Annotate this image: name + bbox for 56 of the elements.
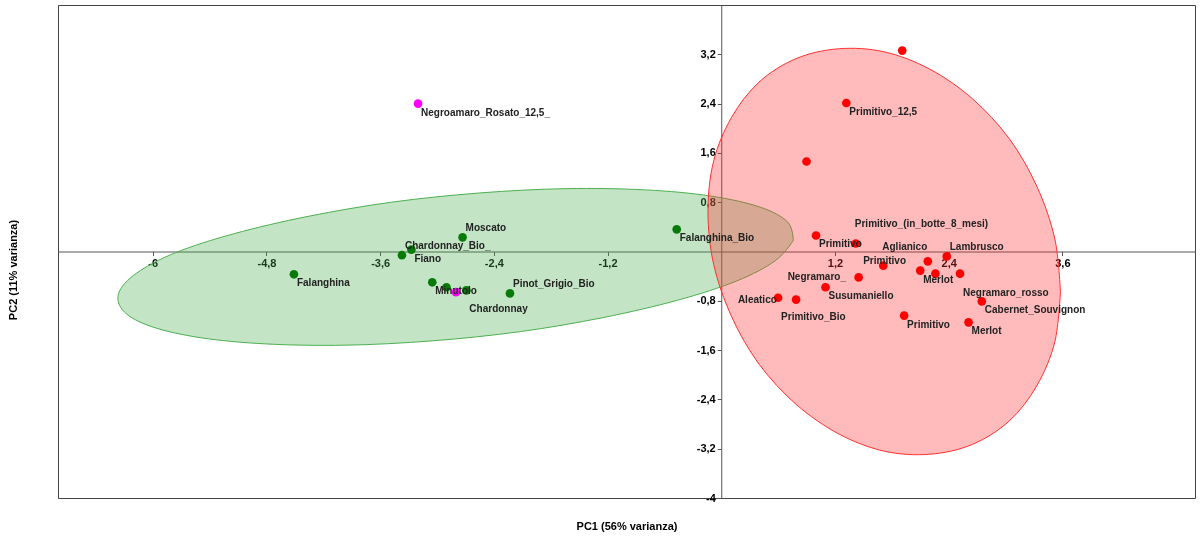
point bbox=[802, 157, 811, 166]
x-tick-label: 2,4 bbox=[941, 257, 958, 269]
annotation: Negramaro_ bbox=[787, 271, 847, 283]
annotation: Merlot bbox=[923, 273, 954, 285]
annotation: Lambrusco bbox=[949, 241, 1004, 253]
point bbox=[964, 318, 973, 327]
annotation: Primitivo_12,5 bbox=[849, 105, 918, 117]
annotation: Susumaniello bbox=[828, 290, 894, 302]
point bbox=[854, 273, 863, 282]
annotation: Chardonnay bbox=[469, 303, 529, 315]
annotation: Primitivo_Bio bbox=[781, 310, 846, 322]
x-tick-label: 1,2 bbox=[827, 257, 844, 269]
annotation: Chardonnay_Bio_ bbox=[404, 240, 491, 252]
annotation: Merlot bbox=[971, 325, 1003, 337]
y-tick-label: 1,6 bbox=[700, 146, 716, 159]
annotation: Primitivo bbox=[907, 318, 950, 330]
annotation: Aglianico bbox=[882, 240, 928, 252]
annotation: Moscato bbox=[465, 222, 507, 234]
y-axis-title: PC2 (11% varianza) bbox=[6, 219, 19, 321]
x-tick-label: -6 bbox=[148, 257, 159, 269]
annotation: Primitivo_(in_botte_8_mesi) bbox=[854, 218, 989, 230]
x-tick-label: 3,6 bbox=[1055, 257, 1071, 269]
annotation: Primitivo bbox=[863, 255, 906, 267]
annotation: Fiano bbox=[414, 252, 442, 264]
x-tick-label: -2,4 bbox=[484, 257, 505, 269]
point bbox=[397, 250, 407, 260]
annotation: Pinot_Grigio_Bio bbox=[512, 278, 595, 290]
point bbox=[821, 282, 830, 292]
annotation: Falanghina bbox=[296, 277, 351, 289]
y-tick-label: 2,4 bbox=[700, 97, 717, 110]
point bbox=[897, 46, 907, 55]
annotation: Negramaro_rosso bbox=[963, 286, 1049, 298]
annotation: Negroamaro_Rosato_12,5_ bbox=[421, 106, 551, 118]
x-tick-label: -3,6 bbox=[371, 257, 391, 269]
point bbox=[923, 257, 933, 266]
y-tick-label: -3,2 bbox=[696, 442, 716, 455]
point bbox=[672, 224, 682, 234]
point bbox=[841, 98, 851, 108]
y-tick-label: -2,4 bbox=[696, 392, 717, 405]
y-tick-label: 3,2 bbox=[700, 47, 716, 60]
annotation: Falanghina_Bio bbox=[679, 232, 755, 244]
x-tick-label: -4,8 bbox=[257, 257, 277, 269]
y-tick-label: -1,6 bbox=[696, 343, 716, 356]
point bbox=[791, 295, 801, 304]
point bbox=[505, 289, 515, 298]
x-tick-label: -1,2 bbox=[598, 257, 618, 269]
point bbox=[413, 99, 423, 108]
x-axis-title: PC1 (56% varianza) bbox=[576, 519, 678, 532]
point bbox=[899, 311, 909, 320]
point bbox=[427, 277, 437, 287]
y-tick-label: -0,8 bbox=[696, 294, 716, 307]
point bbox=[811, 231, 821, 240]
point bbox=[915, 266, 925, 275]
point bbox=[289, 269, 299, 279]
annotation: Cabernet_Souvignon bbox=[984, 304, 1086, 316]
point bbox=[955, 269, 965, 279]
